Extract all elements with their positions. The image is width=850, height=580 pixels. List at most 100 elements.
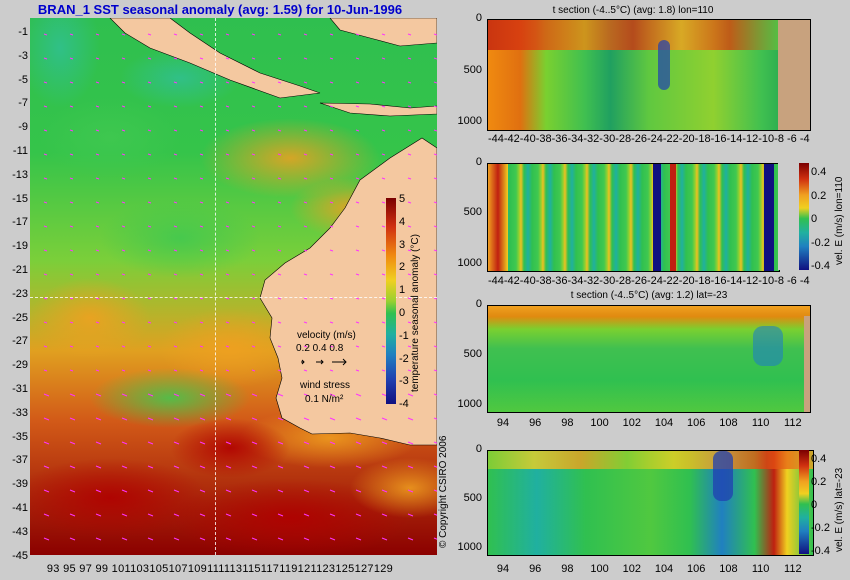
wind-vector [69, 81, 74, 84]
wind-vector [121, 513, 128, 517]
panel4-colorbar-label: vel. E (m/s) lat=-23 [834, 467, 845, 552]
wind-vector [147, 105, 152, 108]
wind-vector [277, 513, 284, 517]
panel3-x-tick-0: 94 [496, 417, 510, 429]
panel3-land-block [804, 316, 810, 412]
panel1-y-tick-2: 1000 [457, 115, 482, 128]
wind-vector [251, 417, 258, 421]
wind-vector [199, 489, 206, 493]
wind-vector [381, 441, 388, 445]
wind-vector [407, 33, 412, 36]
wind-vector [121, 393, 128, 397]
wind-vector [355, 537, 362, 541]
wind-vector [251, 225, 256, 228]
panel4-surface-band [488, 451, 813, 469]
panel1-land-block [778, 20, 810, 130]
panel4-x-tick-7: 108 [719, 563, 738, 575]
wind-vector [303, 489, 310, 493]
wind-vector [407, 489, 414, 493]
wind-vector [277, 393, 284, 397]
wind-vector [69, 105, 74, 108]
wind-vector [121, 105, 126, 108]
wind-vector [173, 273, 178, 276]
wind-vector [303, 33, 308, 36]
wind-vector [303, 201, 308, 204]
wind-vector [407, 225, 412, 228]
panel1-title: t section (-4..5°C) (avg: 1.8) lon=110 [552, 5, 714, 16]
panel2-dark-band [653, 164, 661, 271]
wind-vector [95, 345, 100, 348]
wind-vector [173, 57, 178, 60]
wind-vector [95, 33, 100, 36]
map-y-tick-15: -31 [12, 383, 28, 395]
wind-vector [303, 225, 308, 228]
wind-vector [433, 57, 437, 60]
map-y-tick-7: -15 [12, 192, 28, 205]
wind-vector [251, 81, 256, 84]
wind-vector [355, 249, 360, 252]
wind-vector [95, 465, 102, 469]
panel3-temperature-section [487, 305, 811, 413]
panel4-westward-feature [713, 451, 733, 501]
map-colorbar-tick-2: 3 [399, 238, 406, 251]
panel4-colorbar-tick-4: -0.4 [811, 544, 830, 557]
wind-legend-value: 0.1 N/m² [305, 394, 344, 405]
wind-vector [199, 33, 204, 36]
wind-vector [225, 57, 230, 60]
map-y-tick-22: -45 [12, 549, 28, 562]
wind-vector [147, 417, 154, 421]
panel2-colorbar-tick-1: 0.2 [811, 189, 827, 202]
wind-vector [277, 345, 282, 348]
wind-vector [381, 489, 388, 493]
wind-vector [251, 297, 256, 300]
wind-vector [173, 297, 178, 300]
wind-vector [381, 57, 386, 60]
wind-vector [355, 297, 360, 300]
wind-vector [381, 153, 386, 156]
wind-vector [95, 177, 100, 180]
wind-vector [95, 225, 100, 228]
wind-vector [251, 369, 256, 372]
wind-vector [277, 225, 282, 228]
wind-vector [433, 201, 437, 204]
map-colorbar-tick-1: 4 [399, 215, 406, 228]
wind-vector [407, 345, 412, 348]
wind-vector [43, 105, 48, 108]
wind-vector [225, 465, 232, 469]
wind-vector [225, 369, 230, 372]
wind-vector [121, 81, 126, 84]
map-y-tick-0: -1 [18, 26, 28, 38]
panel2-colorbar-tick-3: -0.2 [811, 236, 830, 249]
wind-vector [199, 81, 204, 84]
borneo-land [329, 18, 437, 47]
wind-legend-title: wind stress [300, 380, 351, 391]
wind-vector [277, 441, 284, 445]
map-y-tick-2: -5 [18, 73, 28, 86]
wind-vector [173, 513, 180, 517]
wind-vector [147, 513, 154, 517]
wind-vector [173, 201, 178, 204]
wind-vector [251, 465, 258, 469]
wind-vector [225, 537, 232, 541]
wind-vector [121, 345, 126, 348]
wind-vector [303, 417, 310, 421]
wind-vector [147, 249, 152, 252]
wind-vector [329, 81, 334, 84]
wind-vector [225, 153, 230, 156]
wind-vector [355, 105, 360, 108]
wind-vector [303, 297, 308, 300]
wind-vector [303, 321, 308, 324]
wind-vector [43, 321, 48, 324]
panel4-x-tick-8: 110 [751, 563, 770, 575]
map-y-tick-16: -33 [12, 406, 28, 419]
wind-vector [355, 417, 362, 421]
wind-vector [199, 249, 204, 252]
wind-vector [147, 297, 152, 300]
wind-vector [147, 57, 152, 60]
wind-vector [277, 489, 284, 493]
wind-vector [355, 153, 360, 156]
wind-vector [407, 249, 412, 252]
map-y-tick-10: -21 [12, 264, 28, 276]
wind-vector [43, 345, 48, 348]
wind-vector [95, 489, 102, 493]
